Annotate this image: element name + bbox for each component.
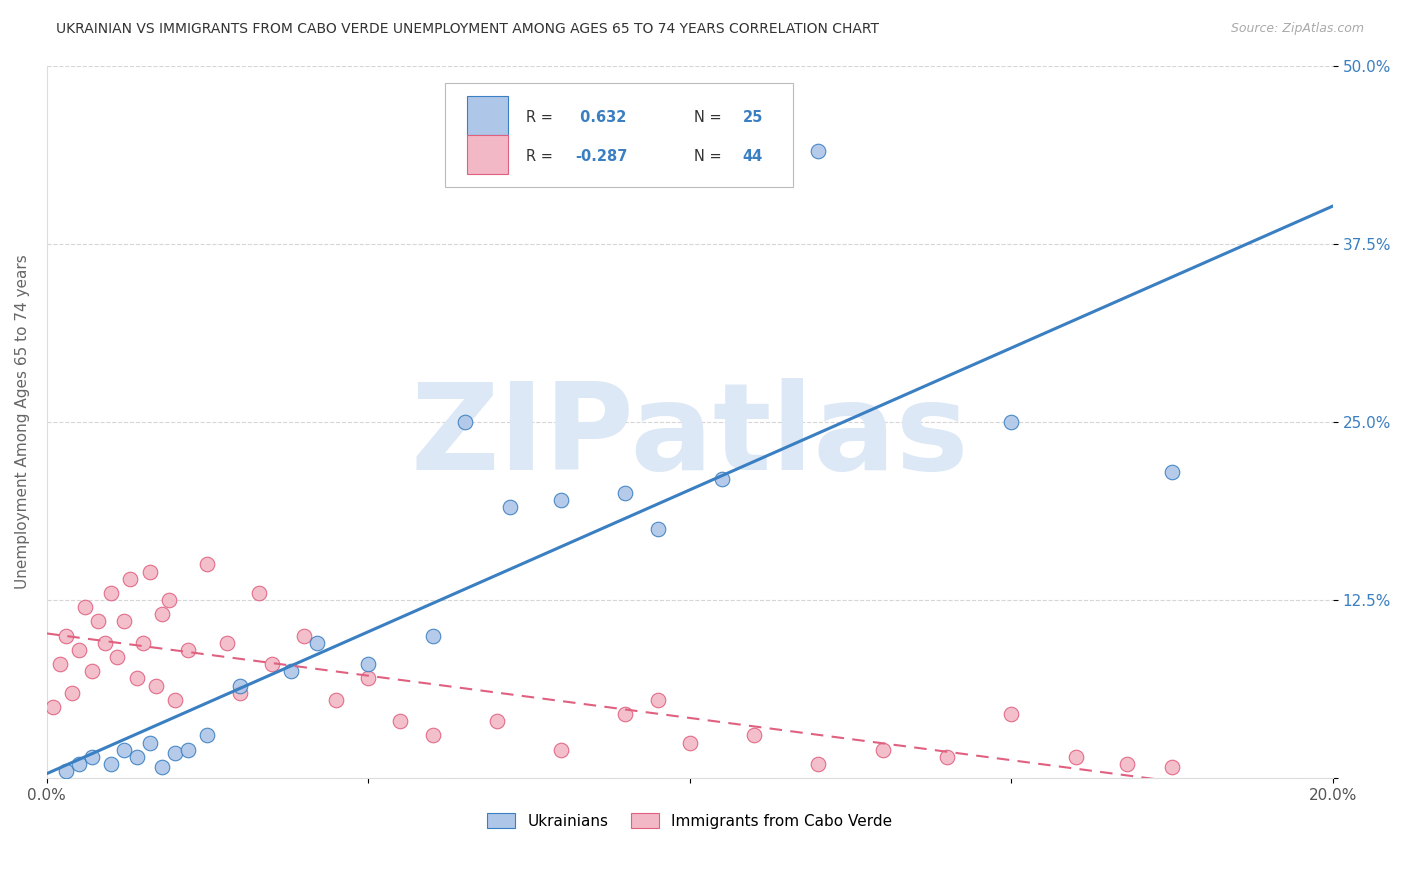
- Point: [138, 736, 160, 750]
- Point: [100, 586, 122, 600]
- Point: [197, 558, 219, 572]
- Point: [177, 643, 200, 657]
- FancyBboxPatch shape: [467, 96, 509, 136]
- Point: [125, 749, 148, 764]
- Point: [112, 742, 135, 756]
- Point: [485, 714, 508, 729]
- Point: [165, 746, 187, 760]
- Point: [1116, 756, 1139, 771]
- Point: [1064, 749, 1087, 764]
- Text: 44: 44: [742, 149, 762, 164]
- Point: [550, 493, 572, 508]
- Point: [292, 629, 315, 643]
- Point: [145, 679, 167, 693]
- Point: [305, 636, 328, 650]
- Text: 25: 25: [742, 110, 763, 125]
- Point: [165, 693, 187, 707]
- Point: [614, 486, 637, 500]
- Point: [100, 756, 122, 771]
- Point: [679, 736, 702, 750]
- Point: [157, 593, 180, 607]
- Point: [120, 572, 142, 586]
- Point: [550, 742, 572, 756]
- Point: [48, 657, 70, 672]
- Text: R =: R =: [526, 149, 558, 164]
- Point: [422, 729, 444, 743]
- Point: [357, 657, 380, 672]
- Point: [742, 729, 765, 743]
- Point: [67, 643, 90, 657]
- Point: [197, 729, 219, 743]
- Point: [325, 693, 347, 707]
- Point: [1161, 760, 1184, 774]
- Point: [1000, 415, 1022, 429]
- Text: N =: N =: [693, 110, 725, 125]
- Text: Source: ZipAtlas.com: Source: ZipAtlas.com: [1230, 22, 1364, 36]
- Point: [80, 665, 103, 679]
- Point: [260, 657, 283, 672]
- Point: [647, 522, 669, 536]
- FancyBboxPatch shape: [446, 84, 793, 186]
- Point: [710, 472, 733, 486]
- Point: [152, 607, 174, 622]
- Point: [453, 415, 475, 429]
- Point: [498, 500, 520, 515]
- Point: [80, 749, 103, 764]
- Point: [112, 615, 135, 629]
- Point: [75, 600, 97, 615]
- Point: [807, 144, 830, 158]
- Point: [215, 636, 238, 650]
- Point: [93, 636, 115, 650]
- Point: [614, 707, 637, 722]
- Point: [152, 760, 174, 774]
- Text: -0.287: -0.287: [575, 149, 627, 164]
- Point: [177, 742, 200, 756]
- Point: [807, 756, 830, 771]
- Point: [247, 586, 270, 600]
- Point: [1161, 465, 1184, 479]
- Y-axis label: Unemployment Among Ages 65 to 74 years: Unemployment Among Ages 65 to 74 years: [15, 254, 30, 590]
- Point: [55, 629, 77, 643]
- Point: [228, 679, 250, 693]
- Point: [55, 764, 77, 778]
- Text: N =: N =: [693, 149, 725, 164]
- Point: [42, 700, 65, 714]
- Point: [280, 665, 302, 679]
- Point: [67, 756, 90, 771]
- Point: [138, 565, 160, 579]
- Point: [872, 742, 894, 756]
- Point: [357, 672, 380, 686]
- Point: [125, 672, 148, 686]
- Point: [107, 650, 129, 665]
- Text: 0.632: 0.632: [575, 110, 627, 125]
- Text: ZIPatlas: ZIPatlas: [411, 377, 969, 495]
- FancyBboxPatch shape: [467, 135, 509, 174]
- Point: [936, 749, 959, 764]
- Point: [422, 629, 444, 643]
- Point: [228, 686, 250, 700]
- Point: [647, 693, 669, 707]
- Point: [1000, 707, 1022, 722]
- Text: UKRAINIAN VS IMMIGRANTS FROM CABO VERDE UNEMPLOYMENT AMONG AGES 65 TO 74 YEARS C: UKRAINIAN VS IMMIGRANTS FROM CABO VERDE …: [56, 22, 879, 37]
- Point: [132, 636, 155, 650]
- Legend: Ukrainians, Immigrants from Cabo Verde: Ukrainians, Immigrants from Cabo Verde: [481, 807, 898, 835]
- Point: [87, 615, 110, 629]
- Point: [389, 714, 412, 729]
- Text: R =: R =: [526, 110, 558, 125]
- Point: [60, 686, 83, 700]
